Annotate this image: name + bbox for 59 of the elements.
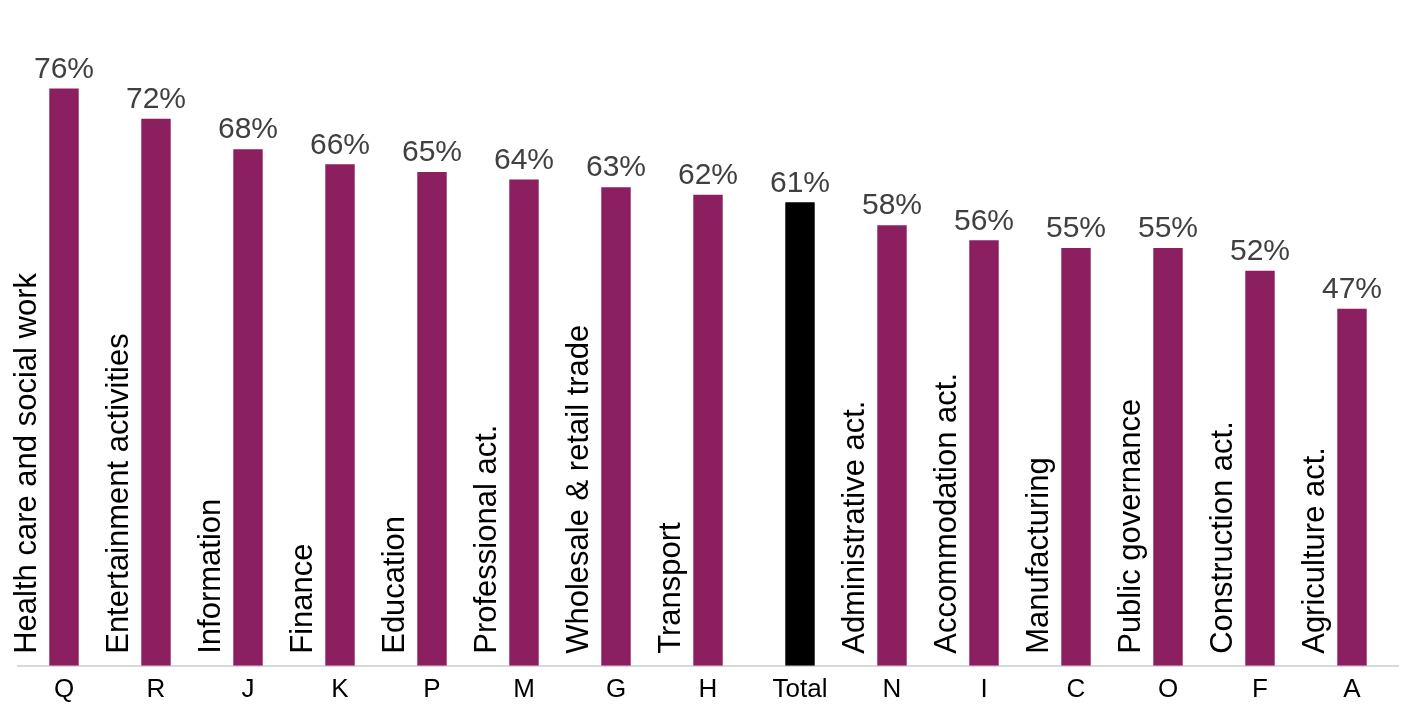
x-tick-label: I <box>980 672 988 703</box>
x-tick-label: K <box>331 672 350 703</box>
data-label: 65% <box>401 134 463 168</box>
bar <box>233 149 263 666</box>
bar <box>1337 308 1367 666</box>
data-label: 76% <box>33 50 95 84</box>
data-label: 66% <box>309 126 371 160</box>
x-tick-label: Total <box>772 672 828 703</box>
bar <box>141 118 171 666</box>
annotation: Transport <box>652 521 688 654</box>
data-label: 52% <box>1229 233 1291 266</box>
data-label: 55% <box>1137 210 1199 244</box>
data-label: 62% <box>677 157 739 191</box>
x-tick-label: F <box>1252 672 1268 703</box>
bar <box>1153 247 1183 666</box>
annotation: Information <box>192 498 228 654</box>
x-tick-label: R <box>146 672 166 703</box>
bar <box>969 240 999 666</box>
x-tick-label: H <box>698 672 718 703</box>
annotation: Finance <box>284 543 320 654</box>
x-tick-label: A <box>1343 672 1362 703</box>
annotation: Education <box>376 515 412 654</box>
annotation: Professional act. <box>468 424 504 654</box>
x-tick-label: Q <box>53 672 75 703</box>
annotation: Accommodation act. <box>928 372 964 654</box>
bar <box>509 179 539 666</box>
annotation: Health care and social work <box>8 272 44 654</box>
data-label: 55% <box>1045 210 1107 244</box>
data-label: 68% <box>217 111 279 145</box>
annotation: Agriculture act. <box>1296 447 1332 654</box>
annotation: Manufacturing <box>1020 457 1056 654</box>
data-label: 64% <box>493 141 555 175</box>
x-tick-label: O <box>1157 672 1179 703</box>
bar <box>1061 247 1091 666</box>
bar <box>325 164 355 666</box>
bar <box>417 171 447 666</box>
annotation: Wholesale & retail trade <box>560 324 596 654</box>
x-tick-label: N <box>882 672 902 703</box>
annotation: Administrative act. <box>836 400 872 654</box>
bar <box>1245 270 1275 666</box>
data-label: 61% <box>769 164 831 198</box>
x-tick-label: C <box>1066 672 1086 703</box>
data-label: 63% <box>585 149 647 183</box>
x-tick-label: P <box>423 672 441 703</box>
data-label: 58% <box>861 187 923 221</box>
bar <box>601 187 631 666</box>
bar <box>693 194 723 666</box>
x-tick-label: G <box>605 672 627 703</box>
annotation: Construction act. <box>1204 421 1240 654</box>
bar <box>49 88 79 666</box>
x-tick-label: M <box>513 672 535 703</box>
annotation: Public governance <box>1112 398 1148 654</box>
bar <box>877 225 907 666</box>
data-label: 56% <box>953 202 1015 236</box>
annotation: Entertainment activities <box>100 333 136 654</box>
bar <box>785 202 815 666</box>
data-label: 47% <box>1321 270 1383 304</box>
x-tick-label: J <box>241 672 255 703</box>
data-label: 72% <box>125 81 187 115</box>
